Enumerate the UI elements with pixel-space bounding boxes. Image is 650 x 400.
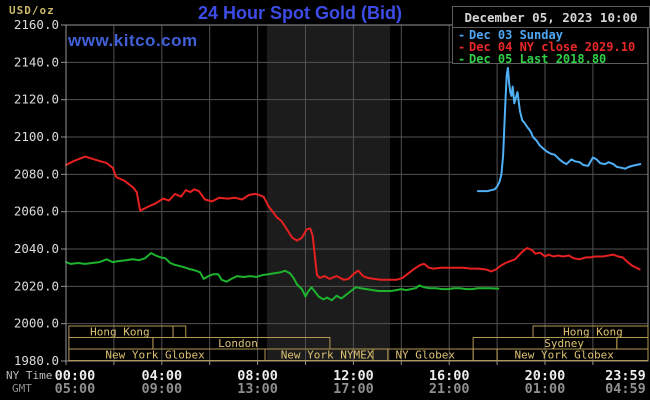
legend-marker: -: [458, 40, 466, 54]
session-label: New York Globex: [105, 349, 205, 362]
x-axis-label-gmt: 13:00: [237, 381, 278, 397]
y-axis-label: 2000.0: [14, 316, 59, 331]
session-box: [172, 325, 187, 338]
kitco-watermark: www.kitco.com: [68, 31, 198, 50]
x-axis-label-ny: 20:00: [525, 368, 566, 384]
legend-label: Dec 04 NY close 2029.10: [469, 40, 636, 54]
session-label: London: [218, 337, 258, 350]
x-axis-label-gmt: 09:00: [141, 381, 182, 397]
x-axis-label-ny: 12:00: [333, 368, 374, 384]
page-title: 24 Hour Spot Gold (Bid): [198, 3, 402, 23]
x-axis-label-gmt: 21:00: [429, 381, 470, 397]
y-axis-label: 2060.0: [14, 204, 59, 219]
y-axis-label: 2140.0: [14, 54, 59, 69]
series-line-dec04: [65, 155, 641, 281]
legend-marker: -: [458, 28, 466, 42]
y-axis-label: 2020.0: [14, 278, 59, 293]
legend-label: Dec 05 Last 2018.80: [469, 52, 607, 66]
y-axis-unit-label: USD/oz: [9, 4, 55, 17]
x-axis-label-gmt: 05:00: [55, 381, 96, 397]
y-axis-label: 2160.0: [14, 17, 59, 32]
session-label: Hong Kong: [563, 326, 623, 339]
series-line-dec03: [476, 66, 642, 193]
session-box: [616, 337, 649, 350]
x-axis-label-ny: 08:00: [237, 368, 278, 384]
x-axis-label-ny: 16:00: [429, 368, 470, 384]
x-axis-label-ny: 00:00: [55, 368, 96, 384]
x-axis-label-gmt: 01:00: [525, 381, 566, 397]
y-axis-label: 2080.0: [14, 166, 59, 181]
gmt-label: GMT: [12, 382, 32, 395]
x-axis-label-ny: 04:00: [141, 368, 182, 384]
x-axis-label-gmt: 04:59: [605, 381, 646, 397]
y-axis-label: 1980.0: [14, 353, 59, 368]
session-label: Hong Kong: [90, 326, 150, 339]
legend-entry-dec03: - Dec 03 Sunday: [458, 29, 647, 41]
series-line-dec05: [65, 252, 500, 302]
session-label: NY Globex: [395, 349, 455, 362]
session-label: New York NYMEX: [281, 349, 374, 362]
legend-entry-dec04: - Dec 04 NY close 2029.10: [458, 41, 647, 53]
datetime-box: December 05, 2023 10:00: [452, 6, 650, 28]
y-axis-label: 2040.0: [14, 241, 59, 256]
session-label: Sydney: [544, 337, 584, 350]
session-box: [68, 337, 154, 350]
session-label: New York Globex: [514, 349, 614, 362]
ny-time-label: NY Time: [6, 369, 52, 382]
legend-label: Dec 03 Sunday: [469, 28, 563, 42]
x-axis-label-ny: 23:59: [605, 368, 646, 384]
session-box: [472, 348, 498, 361]
nymex-highlight-band: [266, 25, 391, 361]
y-axis-label: 2100.0: [14, 129, 59, 144]
y-axis-label: 2120.0: [14, 92, 59, 107]
session-box-new-york-globex: [496, 348, 649, 361]
legend-marker: -: [458, 52, 466, 66]
datetime-text: December 05, 2023 10:00: [464, 9, 638, 25]
legend-box: - Dec 03 Sunday - Dec 04 NY close 2029.10 …: [452, 27, 648, 65]
x-axis-label-gmt: 17:00: [333, 381, 374, 397]
legend-entry-dec05: - Dec 05 Last 2018.80: [458, 53, 647, 65]
